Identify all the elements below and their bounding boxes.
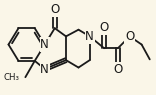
Text: O: O bbox=[125, 30, 134, 43]
Text: N: N bbox=[85, 30, 94, 43]
Text: N: N bbox=[40, 63, 49, 76]
Text: O: O bbox=[50, 3, 59, 16]
Text: O: O bbox=[100, 21, 109, 34]
Text: CH₃: CH₃ bbox=[4, 73, 20, 82]
Text: N: N bbox=[40, 38, 49, 51]
Text: O: O bbox=[113, 63, 122, 76]
